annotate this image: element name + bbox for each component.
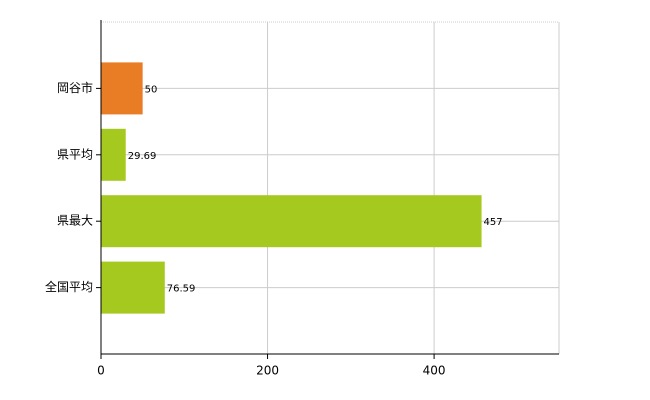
y-tick-label: 県平均 [57, 147, 93, 161]
y-tick-label: 全国平均 [45, 279, 93, 294]
x-tick-label: 200 [256, 364, 279, 378]
value-label: 457 [484, 217, 503, 228]
value-label: 50 [145, 84, 158, 95]
y-tick-label: 岡谷市 [57, 80, 93, 95]
x-tick-label: 400 [423, 364, 446, 378]
bar [101, 261, 165, 314]
bar [101, 128, 126, 181]
bar [101, 62, 143, 115]
value-label: 29.69 [128, 151, 157, 162]
x-tick-label: 0 [97, 364, 105, 378]
y-tick-label: 県最大 [57, 214, 93, 228]
bar [101, 195, 482, 248]
value-label: 76.59 [167, 284, 196, 295]
